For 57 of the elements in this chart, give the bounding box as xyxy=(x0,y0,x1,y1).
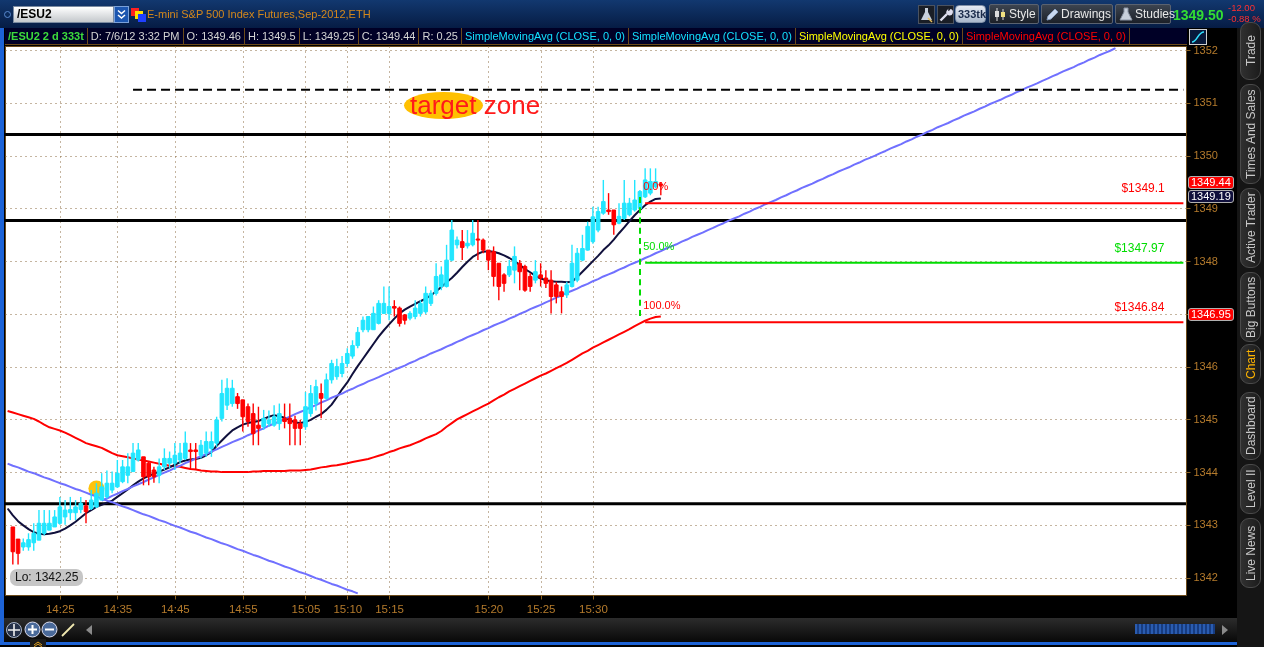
text: SimpleMovingAvg (CLOSE, 0, 0) xyxy=(795,28,963,44)
side-tab: Active Trader xyxy=(1240,188,1261,268)
text: H: 1349.5 xyxy=(244,28,300,44)
x-tick-label: 15:25 xyxy=(526,602,556,615)
y-tick-label: 1343 xyxy=(1193,518,1218,531)
x-tick-label: 15:20 xyxy=(474,602,504,615)
side-tab: Times And Sales xyxy=(1240,84,1261,184)
x-tick-label: 15:10 xyxy=(333,602,363,615)
x-tick-label: 15:30 xyxy=(579,602,608,615)
text: 1349.44 xyxy=(1188,176,1234,189)
annotation: Lo: 1342.25 xyxy=(10,569,84,586)
side-tab: Live News xyxy=(1240,518,1261,588)
text: SimpleMovingAvg (CLOSE, 0, 0) xyxy=(628,28,796,44)
toolbar-button: 333tk xyxy=(955,5,986,23)
text: R: 0.25 xyxy=(419,28,462,44)
annotation: 50.0% xyxy=(643,239,675,253)
text: /ESU2 2 d 333t xyxy=(5,28,88,44)
chart-title: E-mini S&P 500 Index Futures,Sep-2012,ETH xyxy=(147,8,371,21)
x-tick-label: 15:15 xyxy=(375,602,404,615)
x-tick-label: 14:35 xyxy=(103,602,133,615)
y-tick-label: 1350 xyxy=(1193,149,1218,162)
side-tab: Chart xyxy=(1240,344,1261,384)
annotation: $1349.1 xyxy=(1121,181,1165,196)
annotation: target zone xyxy=(410,90,541,120)
side-tab: Big Buttons xyxy=(1240,272,1261,342)
y-tick-label: 1348 xyxy=(1193,254,1218,267)
y-tick-label: 1342 xyxy=(1193,571,1218,584)
text: C: 1349.44 xyxy=(358,28,420,44)
annotation: 100.0% xyxy=(643,299,681,313)
y-tick-label: 1346 xyxy=(1193,360,1218,373)
text: O: 1349.46 xyxy=(183,28,245,44)
text: -12.00 xyxy=(1228,2,1255,13)
text: SimpleMovingAvg (CLOSE, 0, 0) xyxy=(461,28,629,44)
y-tick-label: 1351 xyxy=(1193,96,1218,109)
text: -0.88 % xyxy=(1228,13,1261,24)
annotation: $1346.84 xyxy=(1114,300,1165,315)
text: SimpleMovingAvg (CLOSE, 0, 0) xyxy=(962,28,1130,44)
y-tick-label: 1345 xyxy=(1193,412,1218,425)
x-tick-label: 14:55 xyxy=(228,602,258,615)
text: 1349.50 xyxy=(1173,7,1224,23)
text: 1346.95 xyxy=(1188,308,1234,321)
text: 1349.19 xyxy=(1188,189,1234,203)
symbol-field: /ESU2 xyxy=(13,6,114,23)
side-tab: Level II xyxy=(1240,464,1261,514)
y-tick-label: 1352 xyxy=(1193,43,1218,56)
text: L: 1349.25 xyxy=(299,28,359,44)
y-tick-label: 1344 xyxy=(1193,465,1218,478)
x-tick-label: 14:45 xyxy=(160,602,190,615)
side-tab: Trade xyxy=(1240,22,1261,80)
x-tick-label: 14:25 xyxy=(45,602,75,615)
y-tick-label: 1349 xyxy=(1193,201,1218,214)
toolbar-button: Style xyxy=(989,4,1039,24)
x-tick-label: 15:05 xyxy=(291,602,321,615)
text: D: 7/6/12 3:32 PM xyxy=(87,28,184,44)
toolbar-button: Drawings xyxy=(1041,4,1113,24)
side-tab: Dashboard xyxy=(1240,392,1261,460)
annotation: $1347.97 xyxy=(1114,240,1165,255)
